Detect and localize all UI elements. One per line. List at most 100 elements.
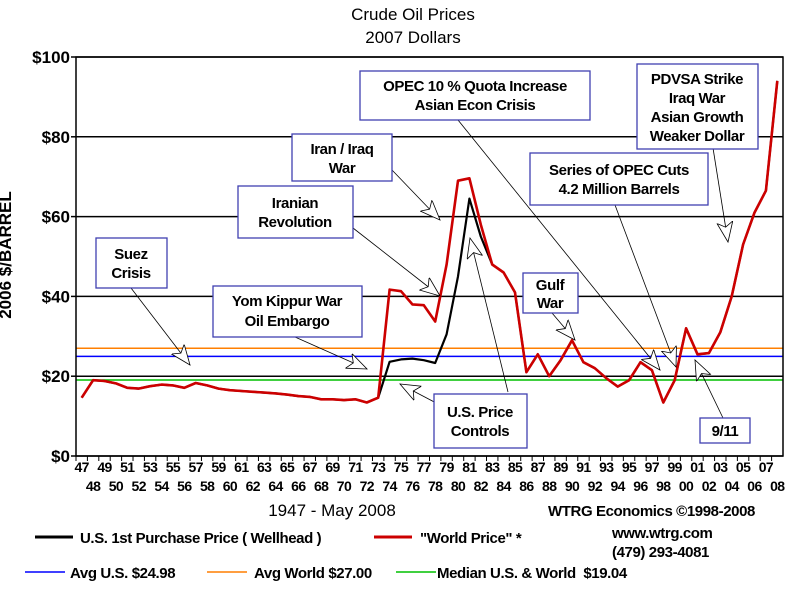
x-tick-label: 78 [428,478,443,494]
x-tick-label: 97 [645,459,660,475]
x-tick-label: 63 [257,459,272,475]
credits-website: www.wtrg.com [611,525,713,542]
svg-text:Gulf: Gulf [536,277,566,294]
arrow-nine-eleven [695,360,724,419]
legend-label-avg-world: Avg World $27.00 [254,565,372,582]
svg-text:Yom Kippur War: Yom Kippur War [232,293,343,310]
annotation-opec-quota: OPEC 10 % Quota Increase Asian Econ Cris… [359,70,591,121]
annotation-gulf-war: Gulf War [522,272,579,314]
svg-text:U.S. Price: U.S. Price [447,404,513,421]
x-tick-label: 81 [462,459,477,475]
x-tick-label: 91 [576,459,591,475]
svg-text:Series of OPEC Cuts: Series of OPEC Cuts [549,162,689,179]
x-tick-label: 89 [553,459,568,475]
y-tick-label: $0 [51,447,70,466]
x-tick-label: 65 [280,459,295,475]
svg-text:Asian Growth: Asian Growth [651,109,744,126]
svg-text:Weaker Dollar: Weaker Dollar [650,128,745,145]
series-line-world-price [80,80,779,404]
x-tick-label: 56 [177,478,192,494]
x-tick-label: 80 [451,478,466,494]
y-axis-label: 2006 $/BARREL [0,191,15,319]
x-tick-label: 02 [702,478,717,494]
svg-text:4.2 Million Barrels: 4.2 Million Barrels [559,181,680,198]
x-tick-label: 79 [439,459,454,475]
arrow-gulf [551,312,575,340]
arrow-price-controls-left [400,384,441,406]
annotation-pdvsa: PDVSA Strike Iraq War Asian Growth Weake… [636,63,759,150]
arrow-opec-quota [457,119,660,370]
svg-text:Iraq War: Iraq War [669,90,726,107]
svg-text:9/11: 9/11 [712,423,739,440]
x-tick-label: 49 [97,459,112,475]
arrow-suez [130,287,190,365]
x-tick-label: 06 [747,478,762,494]
x-tick-label: 58 [200,478,215,494]
svg-text:Controls: Controls [451,423,510,440]
x-tick-label: 01 [690,459,705,475]
svg-text:PDVSA Strike: PDVSA Strike [651,71,743,88]
svg-text:Suez: Suez [114,246,147,263]
arrow-yom-kippur [294,336,367,369]
svg-text:Oil Embargo: Oil Embargo [245,313,330,330]
x-tick-label: 77 [417,459,432,475]
y-tick-label: $60 [42,208,70,227]
legend: U.S. 1st Purchase Price ( Wellhead ) "Wo… [25,530,628,582]
annotation-yom-kippur: Yom Kippur War Oil Embargo [212,285,363,338]
y-tick-label: $20 [42,367,70,386]
x-tick-label: 88 [542,478,557,494]
credits-source: WTRG Economics ©1998-2008 [548,503,755,520]
legend-label-avg-us: Avg U.S. $24.98 [70,565,175,582]
x-tick-label: 59 [211,459,226,475]
x-tick-label: 96 [633,478,648,494]
svg-text:Revolution: Revolution [258,214,332,231]
x-tick-label: 08 [770,478,785,494]
annotation-nine-eleven: 9/11 [699,417,751,444]
svg-text:Iranian: Iranian [272,195,319,212]
svg-text:War: War [329,160,356,177]
y-tick-label: $80 [42,128,70,147]
x-tick-label: 05 [736,459,751,475]
svg-text:Asian Econ Crisis: Asian Econ Crisis [415,97,536,114]
chart-title: Crude Oil Prices [351,5,475,24]
x-tick-label: 00 [679,478,694,494]
x-tick-label: 54 [154,478,169,494]
svg-text:OPEC 10 % Quota Increase: OPEC 10 % Quota Increase [383,78,567,95]
arrow-opec-cuts [614,204,676,367]
x-tick-label: 75 [394,459,409,475]
annotation-suez-crisis: Suez Crisis [95,237,168,289]
arrow-iranian-rev [352,227,440,296]
legend-label-world: "World Price" * [420,530,522,547]
x-tick-label: 90 [565,478,580,494]
legend-label-us: U.S. 1st Purchase Price ( Wellhead ) [80,530,322,547]
arrow-iran-iraq [391,169,440,220]
x-tick-labels: 47 48 49 50 51 52 53 54 55 56 57 58 59 60 61 62 63 64 65 66… [75,456,786,494]
x-tick-label: 47 [75,459,90,475]
series-lines [80,80,779,404]
x-tick-label: 48 [86,478,101,494]
y-tick-label: $100 [32,48,70,67]
x-tick-label: 76 [405,478,420,494]
x-tick-label: 55 [166,459,181,475]
x-tick-label: 92 [588,478,603,494]
x-tick-label: 93 [599,459,614,475]
x-tick-label: 53 [143,459,158,475]
x-tick-label: 73 [371,459,386,475]
x-tick-label: 51 [120,459,135,475]
annotation-iranian-revolution: Iranian Revolution [237,185,354,239]
x-tick-label: 99 [667,459,682,475]
x-tick-label: 69 [325,459,340,475]
x-tick-label: 04 [724,478,739,494]
x-axis-label: 1947 - May 2008 [268,501,396,520]
x-tick-label: 71 [348,459,363,475]
x-tick-label: 74 [382,478,397,494]
annotation-opec-cuts: Series of OPEC Cuts 4.2 Million Barrels [529,152,709,206]
svg-text:Iran / Iraq: Iran / Iraq [310,141,373,158]
x-tick-label: 57 [189,459,204,475]
y-tick-label: $40 [42,287,70,306]
y-tick-labels: $0 $20 $40 $60 $80 $100 [32,48,70,466]
x-tick-label: 95 [622,459,637,475]
x-tick-label: 67 [303,459,318,475]
arrow-price-controls-up [470,238,509,393]
